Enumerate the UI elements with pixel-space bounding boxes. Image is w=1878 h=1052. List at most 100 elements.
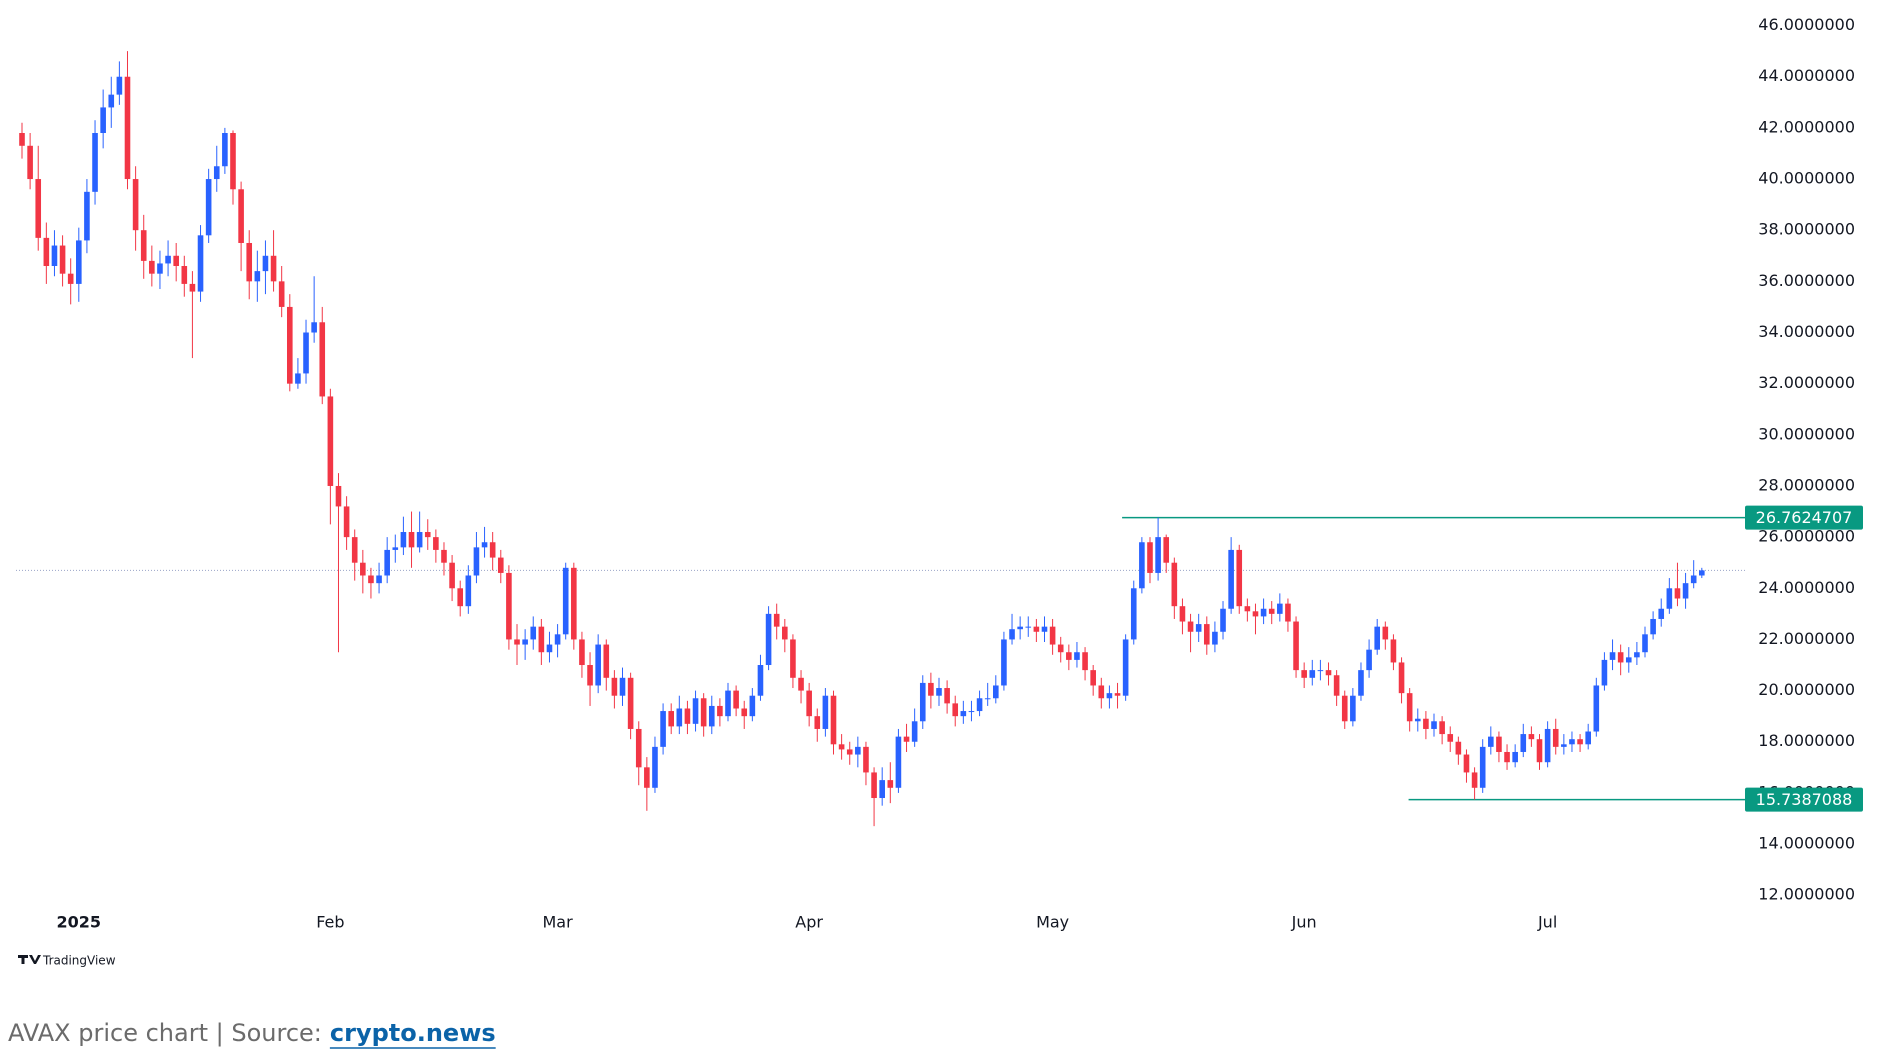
- candle-body: [1439, 721, 1445, 735]
- candle-body: [108, 94, 115, 108]
- candle-body: [1406, 693, 1413, 722]
- candle-body: [1098, 685, 1105, 699]
- candle-body: [936, 688, 942, 696]
- candle-body: [165, 255, 171, 264]
- candle-body: [457, 588, 464, 607]
- candle-body: [1212, 631, 1218, 645]
- candle-body: [1414, 718, 1421, 722]
- candle-body: [1585, 731, 1591, 745]
- y-tick-label: 18.0000000: [1758, 731, 1855, 750]
- candle-body: [59, 245, 66, 274]
- candle-body: [384, 549, 390, 576]
- candle-body: [984, 698, 991, 700]
- candle-body: [1699, 570, 1705, 576]
- candle-body: [993, 685, 999, 699]
- candle-body: [1536, 739, 1543, 763]
- candle-body: [652, 746, 658, 788]
- candle-body: [1057, 644, 1064, 653]
- candle-body: [481, 542, 488, 548]
- candle-body: [149, 260, 155, 274]
- y-tick-label: 26.0000000: [1758, 527, 1855, 546]
- candle-body: [1333, 675, 1340, 696]
- candle-body: [1293, 621, 1299, 671]
- candle-body: [1139, 542, 1145, 589]
- candle-body: [1325, 670, 1332, 676]
- candle-body: [76, 240, 82, 284]
- candle-body: [19, 133, 25, 146]
- candle-body: [433, 537, 439, 550]
- candle-body: [1236, 549, 1243, 607]
- y-tick-label: 28.0000000: [1758, 475, 1855, 494]
- candle-body: [1528, 734, 1535, 740]
- candle-body: [1617, 652, 1624, 663]
- candle-body: [1179, 606, 1186, 622]
- candle-body: [1650, 618, 1656, 635]
- candle-body: [944, 688, 950, 704]
- candle-body: [43, 237, 50, 267]
- candle-body: [530, 626, 537, 640]
- candle-body: [1074, 652, 1080, 660]
- candle-body: [976, 698, 983, 712]
- candle-body: [1544, 728, 1551, 763]
- candle-body: [449, 562, 455, 589]
- candle-body: [1277, 603, 1283, 614]
- candle-body: [1228, 549, 1234, 609]
- candle-body: [1106, 693, 1113, 699]
- y-tick-label: 20.0000000: [1758, 680, 1855, 699]
- candle-body: [1317, 670, 1324, 672]
- level-label: 15.7387088: [1756, 790, 1853, 809]
- candle-body: [489, 542, 496, 558]
- candle-body: [84, 191, 90, 241]
- candle-body: [903, 736, 910, 742]
- y-tick-label: 40.0000000: [1758, 169, 1855, 188]
- candle-body: [1147, 542, 1153, 573]
- candle-body: [1301, 670, 1307, 678]
- candle-body: [806, 690, 812, 717]
- candle-body: [1066, 652, 1072, 660]
- candle-body: [343, 506, 350, 538]
- candle-body: [928, 682, 934, 696]
- logo-icon: [18, 955, 41, 964]
- candle-body: [1479, 746, 1486, 788]
- candle-body: [1390, 639, 1397, 663]
- candle-body: [635, 728, 642, 768]
- candle-body: [1682, 583, 1689, 599]
- candle-body: [1049, 626, 1056, 645]
- candle-body: [327, 396, 334, 486]
- candle-body: [1423, 718, 1429, 729]
- candle-body: [1358, 670, 1364, 696]
- candle-body: [708, 705, 715, 727]
- candle-body: [1601, 659, 1608, 686]
- candle-body: [765, 613, 772, 666]
- candle-body: [1431, 721, 1437, 729]
- y-tick-label: 42.0000000: [1758, 117, 1855, 136]
- candle-body: [1374, 626, 1381, 650]
- candle-body: [392, 547, 399, 550]
- candle-body: [1309, 670, 1316, 678]
- candle-body: [1366, 649, 1372, 671]
- candle-body: [1593, 685, 1600, 732]
- x-tick-label: Apr: [795, 913, 823, 932]
- y-tick-label: 24.0000000: [1758, 578, 1855, 597]
- candle-body: [952, 703, 959, 717]
- candle-body: [538, 626, 545, 653]
- candle-body: [1252, 611, 1259, 617]
- candle-body: [1552, 728, 1559, 747]
- candle-body: [1114, 693, 1121, 696]
- candle-body: [879, 780, 885, 799]
- candle-body: [197, 235, 204, 292]
- candle-body: [1122, 639, 1129, 696]
- candle-body: [100, 107, 106, 134]
- candle-body: [1285, 603, 1291, 622]
- candle-body: [725, 690, 731, 717]
- candle-body: [35, 179, 42, 238]
- caption-link[interactable]: crypto.news: [330, 1019, 496, 1047]
- candle-body: [1561, 744, 1567, 747]
- candle-body: [254, 271, 261, 282]
- candle-body: [1496, 736, 1502, 752]
- candle-body: [1512, 751, 1518, 763]
- candle-body: [741, 708, 748, 717]
- candle-body: [116, 76, 123, 95]
- candle-body: [270, 255, 277, 282]
